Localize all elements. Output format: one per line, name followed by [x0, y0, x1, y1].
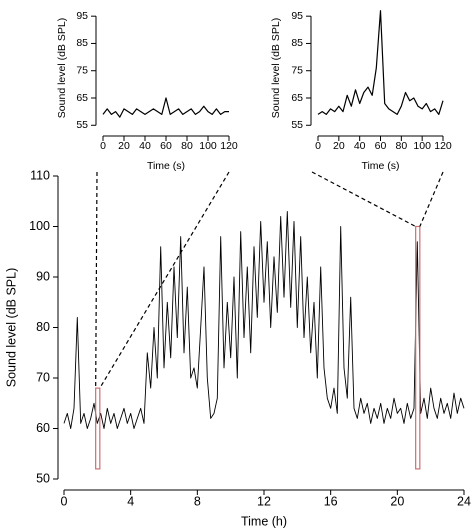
x-tick-label: 16	[324, 494, 338, 508]
y-tick-label: 95	[76, 10, 88, 22]
y-tick-label: 75	[76, 65, 88, 77]
y-tick-label: 110	[30, 168, 50, 182]
connector	[95, 171, 98, 389]
y-tick-label: 60	[36, 421, 50, 435]
x-tick-label: 0	[315, 140, 321, 152]
x-tick-label: 0	[100, 140, 106, 152]
y-tick-label: 80	[36, 320, 50, 334]
x-axis-label: Time (h)	[241, 514, 287, 528]
y-axis-label: Sound level (dB SPL)	[4, 268, 18, 388]
y-tick-label: 55	[291, 119, 303, 131]
y-tick-label: 70	[36, 370, 50, 384]
data-line	[317, 10, 444, 115]
x-tick-label: 60	[375, 140, 387, 152]
x-tick-label: 4	[127, 494, 134, 508]
x-tick-label: 40	[354, 140, 366, 152]
x-tick-label: 120	[434, 140, 452, 152]
x-axis-label: Time (s)	[147, 160, 185, 172]
y-tick-label: 95	[291, 10, 303, 22]
x-tick-label: 20	[118, 140, 130, 152]
x-tick-label: 20	[390, 494, 404, 508]
x-tick-label: 0	[61, 494, 68, 508]
y-axis-label: Sound level (dB SPL)	[56, 18, 68, 118]
x-axis-label: Time (s)	[361, 160, 399, 172]
y-tick-label: 90	[36, 269, 50, 283]
x-tick-label: 8	[194, 494, 201, 508]
x-tick-label: 80	[395, 140, 407, 152]
x-tick-label: 24	[457, 494, 471, 508]
y-tick-label: 65	[76, 92, 88, 104]
y-tick-label: 100	[29, 219, 50, 233]
x-tick-label: 80	[181, 140, 193, 152]
y-tick-label: 85	[291, 37, 303, 49]
x-tick-label: 100	[413, 140, 431, 152]
connector	[419, 171, 444, 227]
x-tick-label: 20	[333, 140, 345, 152]
y-tick-label: 55	[76, 119, 88, 131]
x-tick-label: 12	[257, 494, 271, 508]
x-tick-label: 40	[139, 140, 151, 152]
y-tick-label: 65	[291, 92, 303, 104]
x-tick-label: 100	[199, 140, 217, 152]
data-line	[63, 210, 465, 429]
x-tick-label: 60	[160, 140, 172, 152]
highlight-box	[95, 387, 101, 470]
data-line	[102, 97, 229, 118]
y-tick-label: 50	[36, 471, 50, 485]
x-tick-label: 120	[220, 140, 238, 152]
highlight-box	[415, 225, 421, 470]
y-axis-label: Sound level (dB SPL)	[270, 18, 282, 118]
y-tick-label: 85	[76, 37, 88, 49]
connector	[311, 171, 416, 228]
y-tick-label: 75	[291, 65, 303, 77]
